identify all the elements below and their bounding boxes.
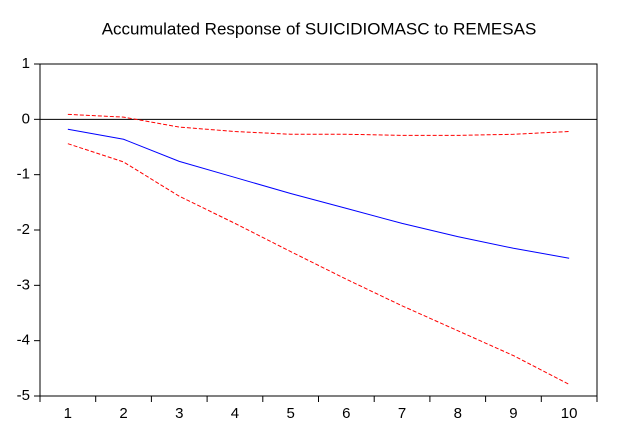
- y-tick-label: 1: [22, 55, 30, 72]
- x-tick-label: 5: [286, 405, 294, 422]
- y-tick-label: -2: [17, 221, 30, 238]
- y-tick-label: -4: [17, 332, 30, 349]
- x-tick-label: 4: [231, 405, 239, 422]
- x-tick-label: 8: [454, 405, 462, 422]
- x-tick-label: 7: [398, 405, 406, 422]
- x-tick-label: 1: [64, 405, 72, 422]
- x-tick-label: 9: [509, 405, 517, 422]
- x-tick-label: 3: [175, 405, 183, 422]
- y-tick-label: 0: [22, 110, 30, 127]
- y-tick-label: -1: [17, 166, 30, 183]
- y-tick-label: -3: [17, 276, 30, 293]
- series-line: [67, 113, 570, 136]
- series-line: [67, 128, 570, 259]
- x-tick-label: 6: [342, 405, 350, 422]
- x-tick-label: 2: [119, 405, 127, 422]
- chart-title: Accumulated Response of SUICIDIOMASC to …: [102, 19, 537, 38]
- y-tick-label: -5: [17, 387, 30, 404]
- plot-frame: [39, 63, 598, 397]
- series-line: [67, 143, 570, 385]
- x-tick-label: 10: [561, 405, 578, 422]
